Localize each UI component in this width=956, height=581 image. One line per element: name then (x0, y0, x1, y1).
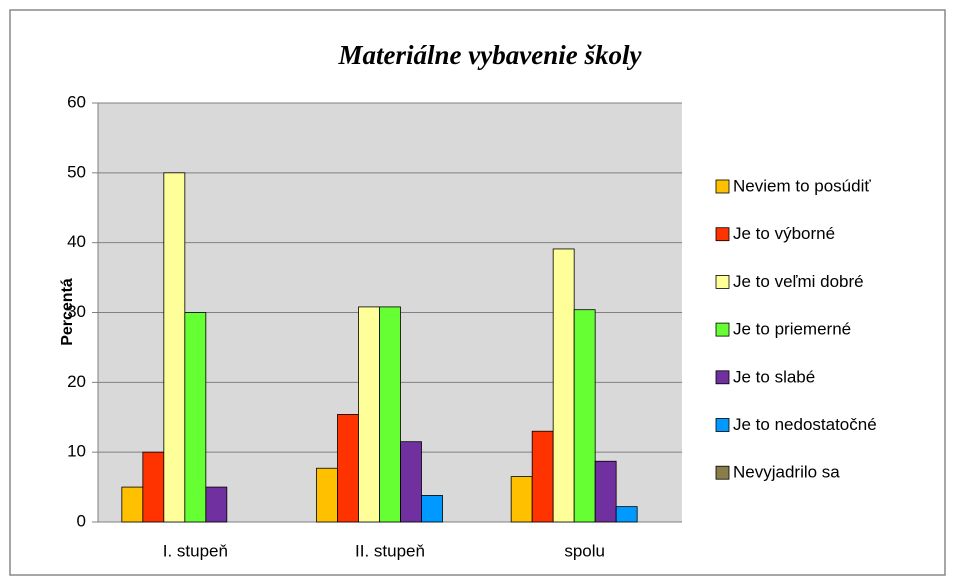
bar (163, 172, 186, 523)
legend-label: Je to veľmi dobré (733, 272, 864, 291)
x-tick-label: I. stupeň (163, 541, 228, 560)
legend-label: Je to slabé (733, 367, 815, 386)
legend-swatch (715, 322, 730, 337)
bar (337, 414, 359, 523)
y-tick-label: 10 (67, 442, 86, 461)
bar (531, 430, 554, 523)
y-tick-label: 40 (67, 232, 86, 251)
bar (573, 309, 596, 523)
y-tick-label: 60 (67, 92, 86, 111)
y-tick-label: 0 (77, 511, 86, 530)
x-tick-label: spolu (564, 541, 605, 560)
legend-label: Nevyjadrilo sa (733, 463, 840, 482)
bar (205, 486, 228, 523)
bar (594, 460, 617, 523)
legend-swatch (715, 418, 730, 432)
chart-title: Materiálne vybavenie školy (338, 40, 643, 70)
bar (379, 306, 401, 523)
legend-label: Je to výborné (733, 224, 835, 243)
bar (552, 248, 575, 523)
legend-swatch (715, 274, 730, 289)
legend-label: Je to priemerné (733, 320, 851, 339)
bar (121, 486, 144, 523)
legend-swatch (715, 370, 730, 385)
legend-label: Neviem to posúdiť (733, 176, 871, 195)
bar (358, 306, 380, 523)
y-tick-label: 20 (67, 372, 86, 391)
x-tick-label: II. stupeň (355, 541, 425, 560)
bar (184, 312, 207, 523)
legend-swatch (715, 465, 730, 480)
bar (316, 467, 338, 523)
legend-label: Je to nedostatočné (733, 415, 877, 434)
bar (615, 506, 638, 523)
legend-swatch (715, 227, 730, 242)
legend-swatch (715, 179, 730, 194)
bar (400, 441, 422, 523)
bar (510, 476, 533, 523)
bar (421, 495, 443, 523)
bar (142, 451, 165, 523)
y-axis-title: Percentá (59, 278, 76, 346)
y-tick-label: 50 (67, 162, 86, 181)
y-tick-label: 30 (67, 302, 86, 321)
